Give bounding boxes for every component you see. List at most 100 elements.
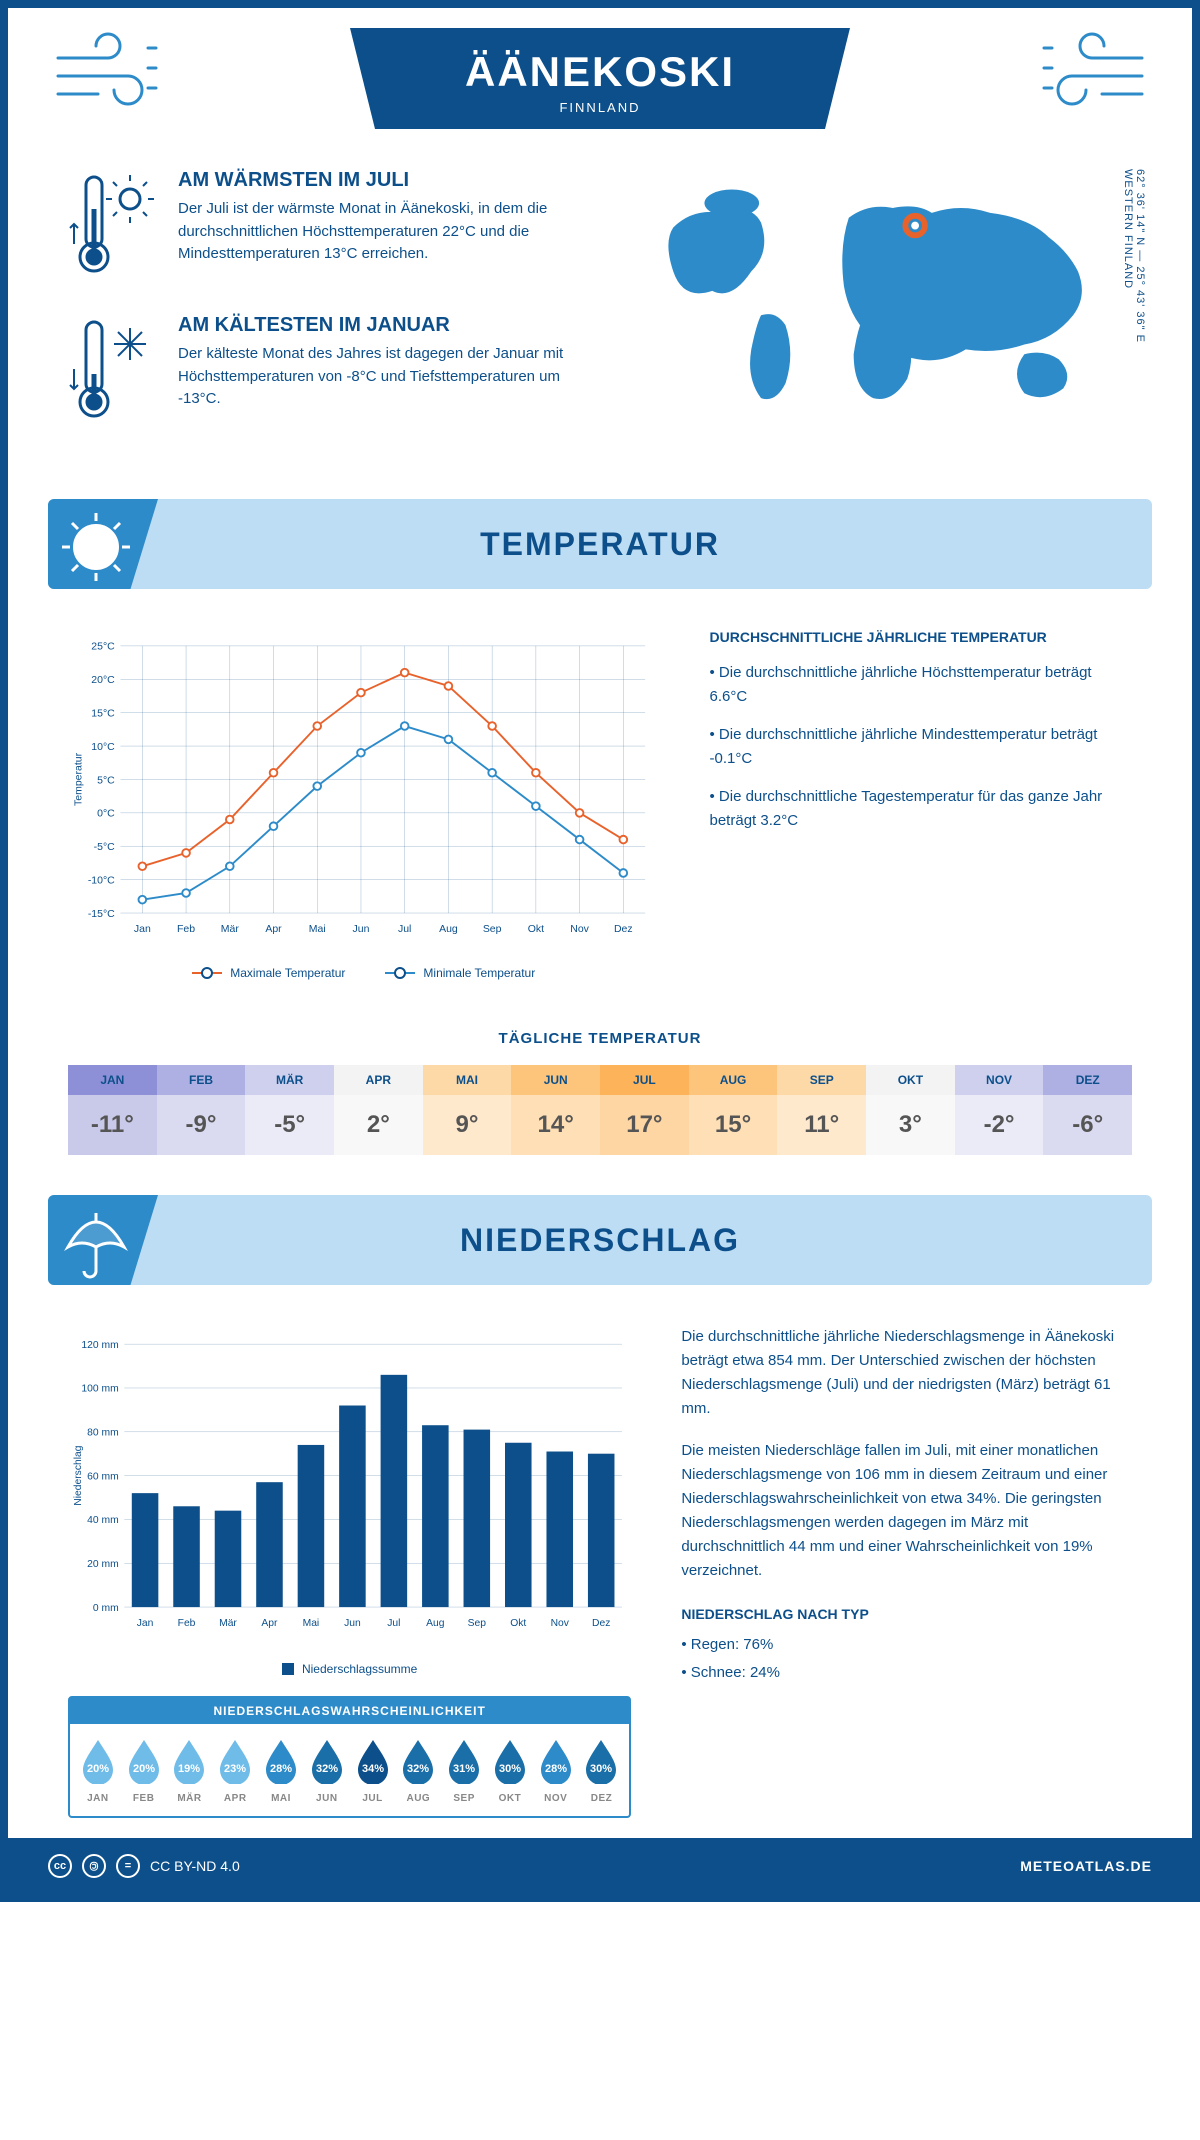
svg-text:Mär: Mär (219, 1618, 237, 1629)
line-chart-container: -15°C-10°C-5°C0°C5°C10°C15°C20°C25°CJanF… (68, 629, 660, 980)
warmest-title: AM WÄRMSTEN IM JULI (178, 169, 604, 192)
svg-text:20 mm: 20 mm (87, 1559, 119, 1570)
precipitation-body: 0 mm20 mm40 mm60 mm80 mm100 mm120 mmJanF… (8, 1285, 1192, 1838)
svg-text:0 mm: 0 mm (93, 1603, 119, 1614)
thermometer-hot-icon (68, 169, 158, 284)
svg-text:-15°C: -15°C (88, 909, 115, 920)
license-text: CC BY-ND 4.0 (150, 1858, 240, 1874)
daily-temp-strip: JAN-11°FEB-9°MÄR-5°APR2°MAI9°JUN14°JUL17… (68, 1065, 1132, 1155)
probability-drop: 20%JAN (76, 1736, 120, 1804)
intro-section: AM WÄRMSTEN IM JULI Der Juli ist der wär… (8, 139, 1192, 479)
sun-icon (48, 499, 158, 589)
svg-text:Niederschlag: Niederschlag (73, 1445, 84, 1505)
svg-text:80 mm: 80 mm (87, 1428, 119, 1439)
svg-text:Okt: Okt (510, 1618, 526, 1629)
footer: cc 🄯 = CC BY-ND 4.0 METEOATLAS.DE (8, 1838, 1192, 1894)
month-cell: DEZ-6° (1043, 1065, 1132, 1155)
wind-icon-left (48, 28, 188, 118)
warmest-fact: AM WÄRMSTEN IM JULI Der Juli ist der wär… (68, 169, 604, 284)
world-map (644, 169, 1132, 429)
svg-text:30%: 30% (590, 1763, 612, 1775)
month-cell: JAN-11° (68, 1065, 157, 1155)
month-cell: JUN14° (511, 1065, 600, 1155)
svg-text:32%: 32% (316, 1763, 338, 1775)
umbrella-icon (48, 1195, 158, 1285)
probability-drop: 23%APR (213, 1736, 257, 1804)
svg-text:5°C: 5°C (97, 775, 115, 786)
country-name: FINNLAND (410, 100, 790, 115)
svg-text:Apr: Apr (265, 924, 282, 935)
header: ÄÄNEKOSKI FINNLAND (8, 8, 1192, 139)
svg-text:Sep: Sep (468, 1618, 487, 1629)
svg-text:19%: 19% (178, 1763, 200, 1775)
svg-text:Jun: Jun (353, 924, 370, 935)
svg-text:Aug: Aug (439, 924, 458, 935)
coldest-text: Der kälteste Monat des Jahres ist dagege… (178, 343, 604, 411)
svg-text:20°C: 20°C (91, 675, 115, 686)
svg-text:0°C: 0°C (97, 809, 115, 820)
svg-text:25°C: 25°C (91, 642, 115, 653)
precipitation-info: Die durchschnittliche jährliche Niedersc… (681, 1325, 1132, 1818)
svg-text:Mär: Mär (221, 924, 240, 935)
svg-text:Aug: Aug (426, 1618, 445, 1629)
svg-text:32%: 32% (407, 1763, 429, 1775)
month-cell: FEB-9° (157, 1065, 246, 1155)
probability-drop: 19%MÄR (168, 1736, 212, 1804)
nd-icon: = (116, 1854, 140, 1878)
svg-text:Okt: Okt (528, 924, 544, 935)
svg-text:Nov: Nov (570, 924, 589, 935)
svg-text:31%: 31% (453, 1763, 475, 1775)
city-name: ÄÄNEKOSKI (410, 48, 790, 96)
temp-bullet: • Die durchschnittliche jährliche Mindes… (710, 723, 1133, 771)
svg-text:Sep: Sep (483, 924, 502, 935)
map-column: 62° 36' 14" N — 25° 43' 36" E WESTERN FI… (644, 169, 1132, 459)
temp-bullet: • Die durchschnittliche jährliche Höchst… (710, 661, 1133, 709)
svg-text:28%: 28% (545, 1763, 567, 1775)
svg-text:Mai: Mai (303, 1618, 320, 1629)
precipitation-bar-chart: 0 mm20 mm40 mm60 mm80 mm100 mm120 mmJanF… (68, 1325, 631, 1645)
svg-text:-5°C: -5°C (94, 842, 116, 853)
svg-text:Temperatur: Temperatur (73, 752, 84, 806)
month-cell: SEP11° (777, 1065, 866, 1155)
bar-chart-container: 0 mm20 mm40 mm60 mm80 mm100 mm120 mmJanF… (68, 1325, 631, 1818)
svg-text:30%: 30% (499, 1763, 521, 1775)
probability-drop: 30%DEZ (580, 1736, 624, 1804)
svg-text:15°C: 15°C (91, 708, 115, 719)
probability-drop: 34%JUL (351, 1736, 395, 1804)
temperature-title: TEMPERATUR (158, 526, 1152, 563)
line-chart-legend: Maximale TemperaturMinimale Temperatur (68, 966, 660, 980)
facts-column: AM WÄRMSTEN IM JULI Der Juli ist der wär… (68, 169, 604, 459)
probability-drop: 31%SEP (442, 1736, 486, 1804)
temperature-info: DURCHSCHNITTLICHE JÄHRLICHE TEMPERATUR •… (710, 629, 1133, 980)
title-banner: ÄÄNEKOSKI FINNLAND (350, 28, 850, 129)
svg-text:28%: 28% (270, 1763, 292, 1775)
svg-text:20%: 20% (133, 1763, 155, 1775)
bytype-item: • Schnee: 24% (681, 1661, 1132, 1685)
svg-text:Jul: Jul (398, 924, 411, 935)
wind-icon-right (1012, 28, 1152, 118)
warmest-text: Der Juli ist der wärmste Monat in Ääneko… (178, 198, 604, 266)
probability-drop: 32%AUG (396, 1736, 440, 1804)
svg-text:Apr: Apr (261, 1618, 278, 1629)
daily-temp-title: TÄGLICHE TEMPERATUR (8, 1030, 1192, 1047)
svg-text:120 mm: 120 mm (81, 1340, 118, 1351)
month-cell: APR2° (334, 1065, 423, 1155)
svg-text:Mai: Mai (309, 924, 326, 935)
month-cell: NOV-2° (955, 1065, 1044, 1155)
svg-text:Dez: Dez (614, 924, 633, 935)
coldest-title: AM KÄLTESTEN IM JANUAR (178, 314, 604, 337)
svg-text:Jan: Jan (134, 924, 151, 935)
bytype-item: • Regen: 76% (681, 1633, 1132, 1657)
svg-text:Dez: Dez (592, 1618, 610, 1629)
site-name: METEOATLAS.DE (1020, 1858, 1152, 1874)
precipitation-title: NIEDERSCHLAG (158, 1222, 1152, 1259)
probability-box: NIEDERSCHLAGSWAHRSCHEINLICHKEIT 20%JAN20… (68, 1696, 631, 1818)
month-cell: MÄR-5° (245, 1065, 334, 1155)
temperature-line-chart: -15°C-10°C-5°C0°C5°C10°C15°C20°C25°CJanF… (68, 629, 660, 949)
svg-text:Feb: Feb (178, 1618, 196, 1629)
probability-drop: 20%FEB (122, 1736, 166, 1804)
cc-icon: cc (48, 1854, 72, 1878)
month-cell: AUG15° (689, 1065, 778, 1155)
precip-bytype-title: NIEDERSCHLAG NACH TYP (681, 1603, 1132, 1625)
probability-drop: 28%NOV (534, 1736, 578, 1804)
